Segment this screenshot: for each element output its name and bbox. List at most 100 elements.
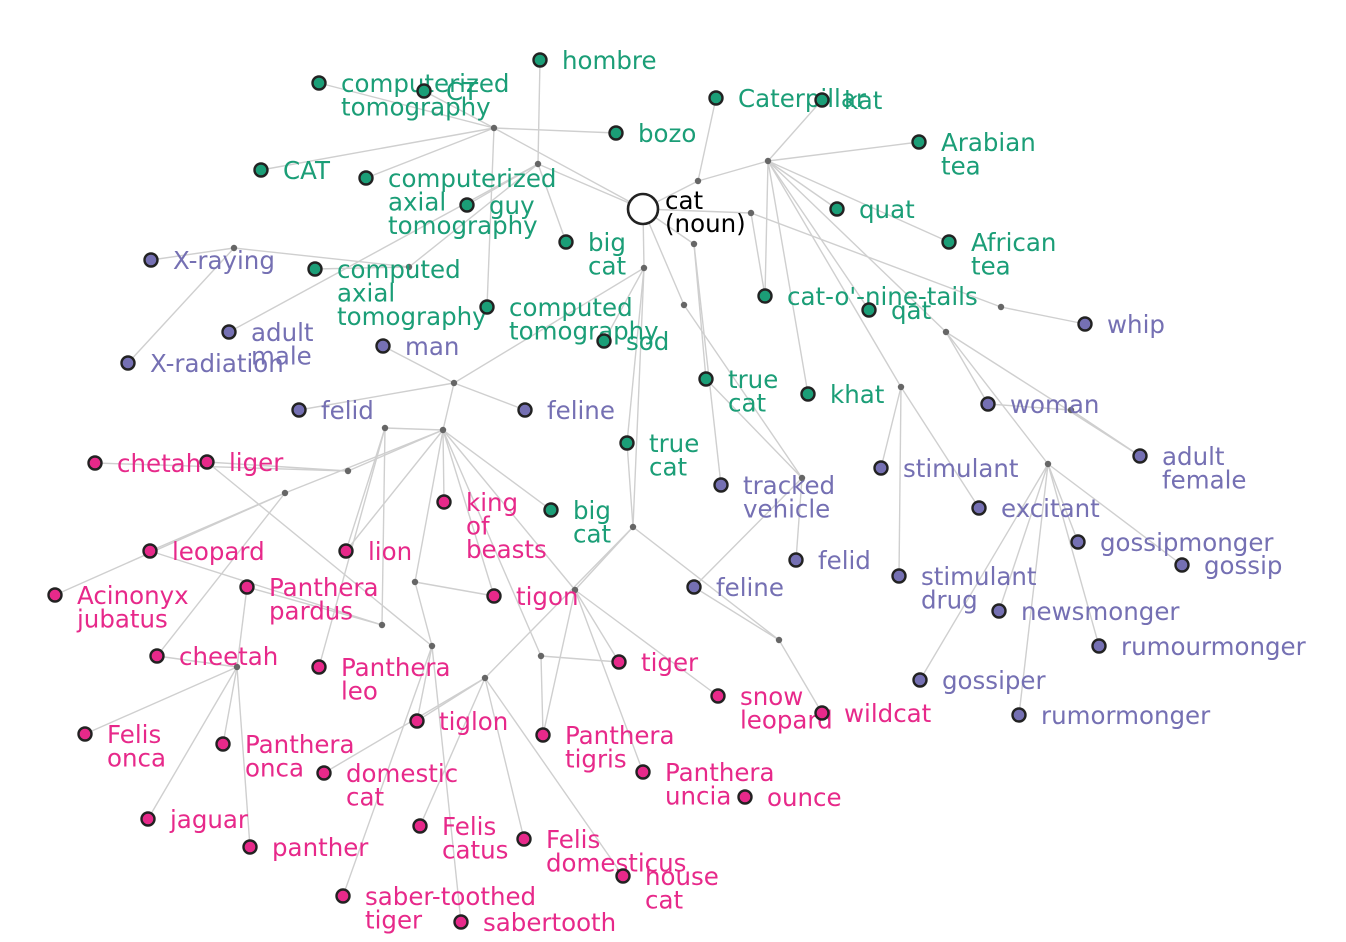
node-lion[interactable]: lion — [338, 537, 413, 566]
node-dot[interactable] — [253, 162, 269, 178]
node-tiger[interactable]: tiger — [611, 648, 700, 677]
node-felid-1[interactable]: felid — [291, 396, 374, 425]
node-dot[interactable] — [737, 789, 753, 805]
node-dot[interactable] — [242, 839, 258, 855]
node-snow-leopard[interactable]: snow leopard — [710, 682, 833, 735]
node-dot[interactable] — [911, 134, 927, 150]
node-ct[interactable]: CT — [416, 77, 480, 106]
node-big-cat-1[interactable]: big cat — [558, 228, 627, 281]
node-dot[interactable] — [199, 454, 215, 470]
node-dot[interactable] — [311, 659, 327, 675]
node-dot[interactable] — [543, 502, 559, 518]
node-dot[interactable] — [757, 288, 773, 304]
node-woman[interactable]: woman — [980, 390, 1100, 419]
node-dot[interactable] — [611, 654, 627, 670]
node-dot[interactable] — [941, 234, 957, 250]
node-cheetah[interactable]: cheetah — [149, 642, 279, 671]
node-panthera-uncia[interactable]: Panthera uncia — [635, 758, 775, 811]
node-dot[interactable] — [239, 579, 255, 595]
node-sod[interactable]: sod — [596, 327, 670, 356]
node-dot[interactable] — [619, 435, 635, 451]
node-wildcat[interactable]: wildcat — [814, 699, 932, 728]
node-dot[interactable] — [713, 477, 729, 493]
root-node[interactable]: cat (noun) — [626, 186, 746, 238]
node-dot[interactable] — [608, 125, 624, 141]
node-dot[interactable] — [335, 888, 351, 904]
node-adult-female[interactable]: adult female — [1132, 442, 1247, 495]
node-dot[interactable] — [143, 252, 159, 268]
node-domestic-cat[interactable]: domestic cat — [316, 759, 459, 812]
node-dot[interactable] — [1091, 638, 1107, 654]
node-dot[interactable] — [517, 402, 533, 418]
node-panthera-tigris[interactable]: Panthera tigris — [535, 721, 675, 774]
node-dot[interactable] — [291, 402, 307, 418]
node-dot[interactable] — [708, 90, 724, 106]
node-dot[interactable] — [140, 811, 156, 827]
node-feline-1[interactable]: feline — [517, 396, 615, 425]
node-dot[interactable] — [338, 543, 354, 559]
node-panthera-leo[interactable]: Panthera leo — [311, 653, 451, 706]
node-dot[interactable] — [375, 338, 391, 354]
node-dot[interactable] — [459, 197, 475, 213]
node-whip[interactable]: whip — [1077, 310, 1165, 339]
node-hombre[interactable]: hombre — [532, 46, 657, 75]
node-stimulant[interactable]: stimulant — [873, 454, 1019, 483]
node-cat-o-nine-tails[interactable]: cat-o'-nine-tails — [757, 282, 978, 311]
node-dot[interactable] — [535, 727, 551, 743]
node-acinonyx-jubatus[interactable]: Acinonyx jubatus — [47, 581, 189, 634]
node-stimulant-drug[interactable]: stimulant drug — [891, 562, 1037, 615]
node-dot[interactable] — [412, 818, 428, 834]
node-gossipmonger[interactable]: gossipmonger — [1070, 528, 1275, 557]
node-adult-male[interactable]: adult male — [221, 318, 314, 371]
node-dot[interactable] — [409, 713, 425, 729]
node-computerized-tomography[interactable]: computerizedtomography — [311, 69, 510, 122]
node-dot[interactable] — [516, 831, 532, 847]
node-dot[interactable] — [307, 261, 323, 277]
node-big-cat-2[interactable]: big cat — [543, 496, 612, 549]
node-house-cat[interactable]: house cat — [615, 862, 719, 915]
node-true-cat-2[interactable]: true cat — [619, 429, 700, 482]
node-true-cat-1[interactable]: true cat — [698, 365, 779, 418]
node-dot[interactable] — [416, 83, 432, 99]
node-bozo[interactable]: bozo — [608, 119, 697, 148]
node-dot[interactable] — [316, 765, 332, 781]
node-guy[interactable]: guy — [459, 191, 535, 220]
node-dot[interactable] — [1070, 534, 1086, 550]
node-arabian-tea[interactable]: Arabian tea — [911, 128, 1036, 181]
node-rumourmonger[interactable]: rumourmonger — [1091, 632, 1307, 661]
node-dot[interactable] — [221, 324, 237, 340]
node-dot[interactable] — [215, 736, 231, 752]
node-dot[interactable] — [596, 333, 612, 349]
node-computerized-axial-tomography[interactable]: computerized axial tomography — [358, 164, 557, 240]
node-dot[interactable] — [873, 460, 889, 476]
node-dot[interactable] — [77, 726, 93, 742]
node-felid-2[interactable]: felid — [788, 546, 871, 575]
node-dot[interactable] — [558, 234, 574, 250]
node-kat[interactable]: kat — [814, 86, 883, 115]
node-dot[interactable] — [532, 52, 548, 68]
node-quat[interactable]: quat — [829, 195, 916, 224]
node-dot[interactable] — [788, 552, 804, 568]
node-dot[interactable] — [1132, 448, 1148, 464]
node-panther[interactable]: panther — [242, 833, 370, 862]
node-dot[interactable] — [686, 579, 702, 595]
node-dot[interactable] — [87, 455, 103, 471]
node-dot[interactable] — [358, 170, 374, 186]
node-dot[interactable] — [1077, 316, 1093, 332]
node-rumormonger[interactable]: rumormonger — [1011, 701, 1212, 730]
node-chetah[interactable]: chetah — [87, 449, 202, 478]
node-cat-upper[interactable]: CAT — [253, 156, 331, 185]
node-dot[interactable] — [971, 500, 987, 516]
node-dot[interactable] — [912, 672, 928, 688]
node-excitant[interactable]: excitant — [971, 494, 1101, 523]
node-dot[interactable] — [698, 371, 714, 387]
node-x-radiation[interactable]: X-radiation — [120, 349, 284, 378]
node-dot[interactable] — [479, 299, 495, 315]
node-qat[interactable]: qat — [861, 296, 932, 325]
node-african-tea[interactable]: African tea — [941, 228, 1057, 281]
node-dot[interactable] — [710, 688, 726, 704]
node-dot[interactable] — [486, 588, 502, 604]
node-dot[interactable] — [436, 494, 452, 510]
node-dot[interactable] — [453, 914, 469, 930]
node-man[interactable]: man — [375, 332, 460, 361]
